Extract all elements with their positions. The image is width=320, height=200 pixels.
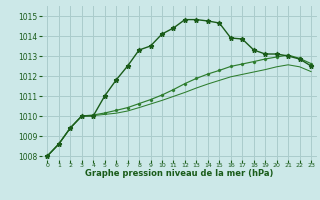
X-axis label: Graphe pression niveau de la mer (hPa): Graphe pression niveau de la mer (hPa) <box>85 169 273 178</box>
